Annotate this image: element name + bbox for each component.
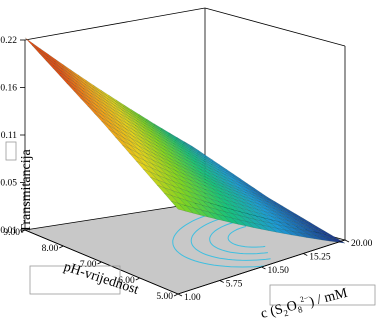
x-title-part-1: c (S <box>259 302 284 322</box>
x-tick-label: 5.75 <box>226 280 243 290</box>
floor-contours <box>172 210 274 268</box>
x-title-sub-2: 8 <box>297 304 304 315</box>
z-tick-label: 0.11 <box>1 131 18 141</box>
y-tick <box>59 245 64 249</box>
x-tick <box>219 280 224 283</box>
top-back-right-edge <box>204 7 346 47</box>
x-tick <box>303 253 308 256</box>
contour-line <box>227 226 266 248</box>
y-tick-label: 7.00 <box>80 260 97 270</box>
y-tick-label: 6.00 <box>118 276 135 286</box>
x-tick <box>177 293 183 297</box>
x-title-part-2: O <box>285 298 298 315</box>
surface-cell <box>24 37 40 51</box>
response-surface <box>24 37 346 244</box>
x-tick <box>344 239 350 243</box>
y-tick <box>20 229 26 233</box>
surface-cell <box>330 237 346 244</box>
y-tick-label: 8.00 <box>42 244 59 254</box>
x-axis-title: c (S2O82−) / mM <box>259 284 350 324</box>
x-title-box <box>269 284 376 306</box>
x-tick <box>261 266 266 270</box>
z-title-box <box>5 141 17 161</box>
x-title-sub-1: 2 <box>283 308 290 319</box>
y-tick-label: 5.00 <box>156 292 173 302</box>
contour-line <box>209 220 268 255</box>
x-tick-label: 15.25 <box>309 253 331 263</box>
contour-line <box>190 215 271 261</box>
y-title-box <box>29 265 121 295</box>
y-tick <box>135 277 140 281</box>
contour-line <box>172 210 274 268</box>
x-title-part-3: ) / mM <box>308 286 350 310</box>
y-tick <box>97 261 102 265</box>
z-tick-label: 0.16 <box>0 84 17 94</box>
x-tick-label: 1.00 <box>184 293 201 303</box>
z-tick-label: 0.22 <box>0 36 17 46</box>
x-tick-label: 20.00 <box>351 239 373 249</box>
z-tick-label: 0.05 <box>0 179 17 189</box>
x-title-sup: 2− <box>299 293 310 304</box>
y-axis: 5.00 6.00 7.00 8.00 9.00 <box>3 228 179 302</box>
y-tick-label: 9.00 <box>3 228 20 238</box>
top-back-left-edge <box>24 7 206 41</box>
z-axis-title: Transmitancija <box>19 148 34 232</box>
z-axis: -0.01 0.05 0.11 0.16 0.22 <box>0 36 25 236</box>
x-axis: 1.00 5.75 10.50 15.25 20.00 <box>177 239 373 303</box>
y-tick <box>173 293 179 297</box>
z-tick-label: -0.01 <box>0 226 17 236</box>
x-tick-label: 10.50 <box>268 266 290 276</box>
